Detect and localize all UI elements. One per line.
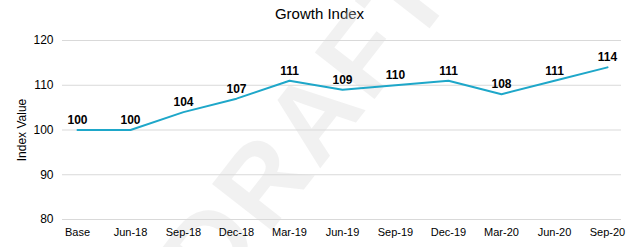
- svg-text:107: 107: [226, 82, 246, 96]
- svg-text:104: 104: [173, 95, 193, 109]
- svg-text:Dec-18: Dec-18: [219, 226, 254, 238]
- html-text:Growth Index: Growth Index: [274, 5, 365, 22]
- svg-text:110: 110: [386, 68, 406, 82]
- svg-text:90: 90: [40, 168, 54, 182]
- svg-text:Base: Base: [65, 226, 90, 238]
- svg-text:Jun-18: Jun-18: [114, 226, 148, 238]
- svg-text:Dec-19: Dec-19: [431, 226, 466, 238]
- svg-text:100: 100: [67, 113, 87, 127]
- svg-text:Jun-19: Jun-19: [326, 226, 360, 238]
- svg-text:100: 100: [120, 113, 140, 127]
- svg-text:100: 100: [33, 123, 53, 137]
- svg-text:Jun-20: Jun-20: [538, 226, 572, 238]
- svg-text:Mar-20: Mar-20: [484, 226, 519, 238]
- svg-text:Sep-18: Sep-18: [166, 226, 201, 238]
- svg-text:114: 114: [598, 50, 618, 64]
- svg-text:111: 111: [280, 64, 299, 78]
- svg-text:110: 110: [34, 78, 53, 92]
- svg-text:111: 111: [439, 64, 458, 78]
- svg-text:80: 80: [40, 212, 54, 226]
- svg-text:Sep-19: Sep-19: [378, 226, 413, 238]
- svg-text:Index Value: Index Value: [15, 98, 29, 161]
- svg-text:Sep-20: Sep-20: [590, 226, 625, 238]
- svg-text:Mar-19: Mar-19: [272, 226, 307, 238]
- svg-text:120: 120: [33, 33, 53, 47]
- svg-text:108: 108: [491, 77, 511, 91]
- svg-text:109: 109: [332, 73, 352, 87]
- svg-text:111: 111: [545, 64, 564, 78]
